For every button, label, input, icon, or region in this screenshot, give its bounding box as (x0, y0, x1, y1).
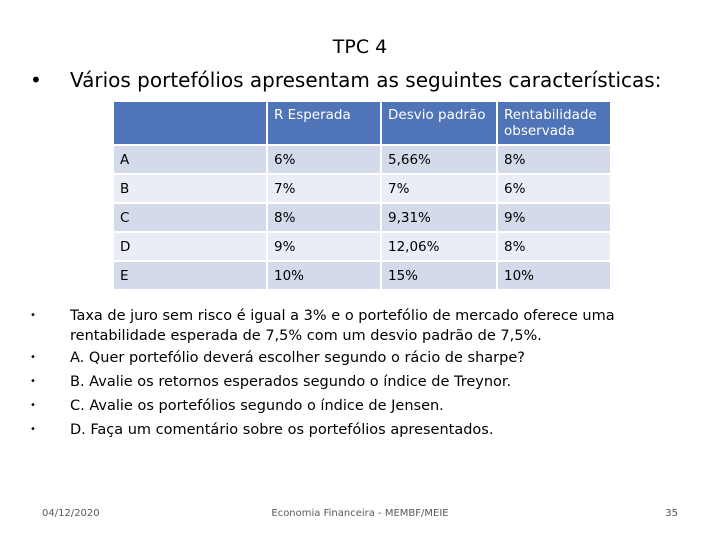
table-cell: 7% (382, 175, 496, 202)
footer-date: 04/12/2020 (42, 508, 100, 519)
bullet-icon: • (30, 68, 42, 92)
table-cell: 8% (498, 233, 610, 260)
table-cell: 12,06% (382, 233, 496, 260)
table-cell: 6% (268, 146, 380, 173)
table-header-cell: R Esperada (268, 102, 380, 144)
table-row: C 8% 9,31% 9% (114, 204, 610, 231)
table-cell: 9,31% (382, 204, 496, 231)
table-header-cell: Rentabilidade observada (498, 102, 610, 144)
list-item: • C. Avalie os portefólios segundo o índ… (30, 394, 670, 418)
question-list: • Taxa de juro sem risco é igual a 3% e … (30, 306, 670, 442)
table-cell: 10% (268, 262, 380, 289)
table-cell: C (114, 204, 266, 231)
table-cell: 7% (268, 175, 380, 202)
list-item: • Taxa de juro sem risco é igual a 3% e … (30, 306, 670, 346)
list-item: • A. Quer portefólio deverá escolher seg… (30, 346, 670, 370)
table-cell: 5,66% (382, 146, 496, 173)
bullet-icon: • (30, 376, 36, 387)
bullet-icon: • (30, 424, 36, 435)
table-cell: D (114, 233, 266, 260)
bullet-icon: • (30, 310, 36, 321)
table-row: A 6% 5,66% 8% (114, 146, 610, 173)
table-header-cell: Desvio padrão (382, 102, 496, 144)
table-row: B 7% 7% 6% (114, 175, 610, 202)
list-item-text: B. Avalie os retornos esperados segundo … (70, 374, 512, 390)
intro-text: Vários portefólios apresentam as seguint… (70, 68, 662, 92)
table-cell: 8% (498, 146, 610, 173)
table-cell: E (114, 262, 266, 289)
footer-course: Economia Financeira - MEMBF/MEIE (271, 508, 449, 519)
table-cell: 6% (498, 175, 610, 202)
table-row: E 10% 15% 10% (114, 262, 610, 289)
table-cell: 8% (268, 204, 380, 231)
table-header-row: R Esperada Desvio padrão Rentabilidade o… (114, 102, 610, 144)
list-item-text: D. Faça um comentário sobre os portefóli… (70, 422, 494, 438)
table-cell: 9% (498, 204, 610, 231)
list-item: • D. Faça um comentário sobre os portefó… (30, 418, 670, 442)
bullet-icon: • (30, 400, 36, 411)
table-cell: 15% (382, 262, 496, 289)
table-cell: 10% (498, 262, 610, 289)
table-header-cell (114, 102, 266, 144)
bullet-icon: • (30, 352, 36, 363)
page-number: 35 (665, 508, 678, 519)
table-row: D 9% 12,06% 8% (114, 233, 610, 260)
table-cell: A (114, 146, 266, 173)
list-item: • B. Avalie os retornos esperados segund… (30, 370, 670, 394)
intro-line: • Vários portefólios apresentam as seguin… (30, 68, 661, 92)
portfolio-table: R Esperada Desvio padrão Rentabilidade o… (112, 100, 612, 291)
slide-title: TPC 4 (332, 36, 388, 58)
table-cell: 9% (268, 233, 380, 260)
list-item-text: A. Quer portefólio deverá escolher segun… (70, 350, 525, 366)
table-cell: B (114, 175, 266, 202)
list-item-text: Taxa de juro sem risco é igual a 3% e o … (70, 308, 615, 344)
list-item-text: C. Avalie os portefólios segundo o índic… (70, 398, 444, 414)
